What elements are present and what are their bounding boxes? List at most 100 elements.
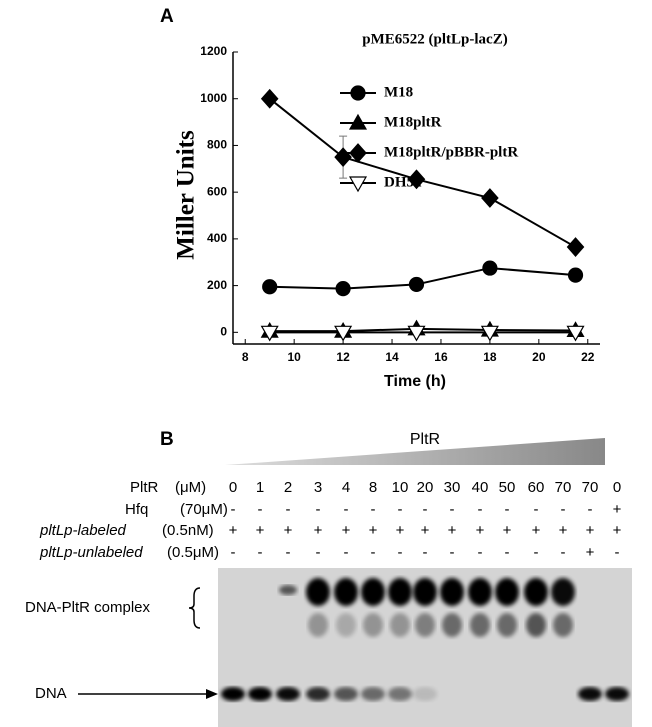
marker bbox=[408, 276, 425, 293]
row-unit: (0.5μM) bbox=[167, 544, 219, 561]
lane-cell: + bbox=[586, 522, 595, 539]
legend-label: M18 bbox=[384, 84, 413, 100]
lane-cell: 20 bbox=[417, 479, 434, 496]
marker bbox=[407, 325, 426, 342]
x-tick-label: 14 bbox=[385, 350, 399, 364]
lane-cell: - bbox=[231, 501, 236, 518]
panel-label: A bbox=[160, 6, 174, 27]
marker bbox=[566, 237, 585, 257]
lane-cell: - bbox=[505, 544, 510, 561]
gel-smear bbox=[497, 613, 517, 637]
gel-band bbox=[388, 687, 412, 701]
lane-cell: 70 bbox=[582, 479, 599, 496]
gel-band bbox=[468, 578, 492, 606]
marker bbox=[260, 88, 279, 109]
complex-label: DNA-PltR complex bbox=[25, 599, 151, 616]
legend-marker bbox=[348, 113, 368, 130]
lane-cell: 2 bbox=[284, 479, 292, 496]
marker bbox=[481, 188, 499, 208]
lane-cell: - bbox=[398, 501, 403, 518]
gel-band bbox=[279, 585, 297, 595]
gel-band bbox=[361, 687, 385, 701]
gel-band bbox=[413, 687, 437, 701]
panel-label: B bbox=[160, 429, 174, 450]
gel-band bbox=[388, 578, 412, 606]
legend-label: M18pltR bbox=[384, 114, 442, 130]
marker bbox=[334, 325, 353, 342]
arrow-head bbox=[206, 689, 218, 699]
lane-cell: - bbox=[316, 501, 321, 518]
lane-cell: - bbox=[344, 501, 349, 518]
lane-cell: 70 bbox=[555, 479, 572, 496]
lane-cell: - bbox=[478, 544, 483, 561]
gel-band bbox=[551, 578, 575, 606]
lane-cell: - bbox=[258, 544, 263, 561]
lane-cell: + bbox=[476, 522, 485, 539]
gel-smear bbox=[363, 613, 383, 637]
row-unit: (70μM) bbox=[180, 501, 228, 518]
lane-cell: + bbox=[586, 544, 595, 561]
lane-cell: + bbox=[314, 522, 323, 539]
y-tick-label: 400 bbox=[207, 231, 227, 245]
lane-cell: - bbox=[588, 501, 593, 518]
y-tick-label: 1000 bbox=[200, 91, 227, 105]
gel-band bbox=[248, 687, 272, 701]
legend-marker bbox=[349, 143, 367, 163]
gel-band bbox=[221, 687, 245, 701]
lane-cell: + bbox=[613, 522, 622, 539]
lane-cell: + bbox=[421, 522, 430, 539]
x-tick-label: 18 bbox=[483, 350, 497, 364]
y-tick-label: 0 bbox=[220, 324, 227, 338]
chart-title: pME6522 (pltLp-lacZ) bbox=[362, 31, 507, 47]
gel-smear bbox=[336, 613, 356, 637]
y-tick-label: 1200 bbox=[200, 44, 227, 58]
lane-cell: - bbox=[423, 501, 428, 518]
lane-cell: - bbox=[615, 544, 620, 561]
gel-band bbox=[578, 687, 602, 701]
lane-cell: - bbox=[371, 544, 376, 561]
lane-cell: 0 bbox=[613, 479, 621, 496]
gel-smear bbox=[470, 613, 490, 637]
x-axis-label: Time (h) bbox=[384, 373, 446, 390]
x-tick-label: 8 bbox=[242, 350, 249, 364]
row-name: pltLp-unlabeled bbox=[39, 544, 143, 561]
lane-cell: - bbox=[450, 501, 455, 518]
gel-band bbox=[440, 578, 464, 606]
gradient-triangle bbox=[225, 438, 605, 465]
lane-cell: 3 bbox=[314, 479, 322, 496]
lane-cell: 10 bbox=[392, 479, 409, 496]
lane-cell: + bbox=[613, 501, 622, 518]
marker bbox=[566, 325, 585, 342]
gel-band bbox=[306, 687, 330, 701]
lane-cell: - bbox=[478, 501, 483, 518]
gel-band bbox=[524, 578, 548, 606]
gel-band bbox=[334, 578, 358, 606]
lane-cell: - bbox=[561, 544, 566, 561]
gel-band bbox=[276, 687, 300, 701]
gel-smear bbox=[553, 613, 573, 637]
lane-cell: + bbox=[448, 522, 457, 539]
marker bbox=[335, 281, 351, 297]
marker bbox=[407, 169, 426, 190]
lane-cell: + bbox=[396, 522, 405, 539]
row-unit: (0.5nM) bbox=[162, 522, 214, 539]
gel-smear bbox=[390, 613, 410, 637]
row-name: PltR bbox=[130, 479, 159, 496]
lane-cell: - bbox=[534, 501, 539, 518]
lane-cell: - bbox=[561, 501, 566, 518]
row-name: pltLp-labeled bbox=[39, 522, 127, 539]
lane-cell: 1 bbox=[256, 479, 264, 496]
lane-cell: + bbox=[369, 522, 378, 539]
brace bbox=[188, 587, 201, 629]
gel-band bbox=[306, 578, 330, 606]
lane-cell: + bbox=[503, 522, 512, 539]
row-unit: (μM) bbox=[175, 479, 206, 496]
lane-cell: - bbox=[286, 544, 291, 561]
lane-cell: - bbox=[534, 544, 539, 561]
gel-smear bbox=[415, 613, 435, 637]
lane-cell: 8 bbox=[369, 479, 377, 496]
lane-cell: - bbox=[423, 544, 428, 561]
y-axis-label: Miller Units bbox=[173, 130, 200, 260]
lane-cell: - bbox=[371, 501, 376, 518]
